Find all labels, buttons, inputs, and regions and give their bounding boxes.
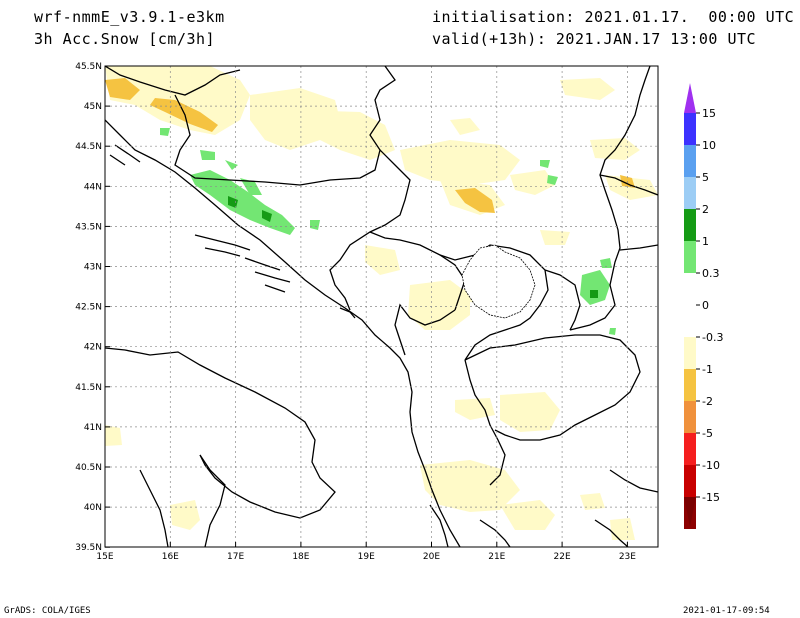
colorbar-segment	[684, 113, 696, 145]
longitude-labels: 15E 16E 17E 18E 19E 20E 21E 22E 23E	[96, 542, 636, 562]
colorbar-label: -10	[702, 459, 720, 472]
colorbar-label: 10	[702, 139, 716, 152]
colorbar-label: 5	[702, 171, 709, 184]
lon-tick-label: 17E	[227, 552, 244, 562]
lat-tick-label: 44N	[84, 182, 102, 192]
colorbar-label: -0.3	[702, 331, 723, 344]
coastlines-borders	[105, 66, 658, 547]
colorbar-top-arrow	[684, 83, 696, 113]
colorbar-segment	[684, 305, 696, 337]
colorbar-segment	[684, 241, 696, 273]
lon-tick-label: 21E	[488, 552, 505, 562]
colorbar-label: 0	[702, 299, 709, 312]
colorbar-segment	[684, 369, 696, 401]
lat-tick-label: 41.5N	[75, 383, 102, 393]
lon-tick-label: 16E	[162, 552, 179, 562]
colorbar-label: 2	[702, 203, 709, 216]
model-name: wrf-nmmE_v3.9.1-e3km	[34, 8, 225, 26]
lon-tick-label: 18E	[292, 552, 309, 562]
grid-lines	[105, 66, 658, 547]
valid-time: valid(+13h): 2021.JAN.17 13:00 UTC	[432, 30, 757, 48]
init-time: initialisation: 2021.01.17. 00:00 UTC	[432, 8, 795, 26]
footer-timestamp: 2021-01-17-09:54	[683, 606, 770, 616]
colorbar-label: -15	[702, 491, 720, 504]
lat-tick-label: 45.5N	[75, 62, 102, 72]
lat-tick-label: 42N	[84, 343, 102, 353]
lon-tick-label: 20E	[423, 552, 440, 562]
region-outline	[461, 244, 536, 319]
colorbar-segment	[684, 209, 696, 241]
colorbar-segment	[684, 145, 696, 177]
lat-tick-label: 43N	[84, 263, 102, 273]
lat-tick-label: 41N	[84, 423, 102, 433]
colorbar: 15 10 5 2 1 0.3 0 -0.3 -1 -2 -5 -10 -15	[684, 83, 723, 529]
colorbar-bottom-arrow	[684, 497, 696, 527]
lat-tick-label: 45N	[84, 102, 102, 112]
colorbar-segment	[684, 401, 696, 433]
field-name: 3h Acc.Snow [cm/3h]	[34, 30, 216, 48]
colorbar-label: -1	[702, 363, 713, 376]
lat-tick-label: 40.5N	[75, 463, 102, 473]
colorbar-segment	[684, 465, 696, 497]
colorbar-label: 15	[702, 107, 716, 120]
lat-tick-label: 39.5N	[75, 543, 102, 553]
lon-tick-label: 23E	[619, 552, 636, 562]
latitude-labels: 45.5N 45N 44.5N 44N 43.5N 43N 42.5N 42N 41.5N 41N…	[75, 62, 110, 553]
lat-tick-label: 43.5N	[75, 222, 102, 232]
lat-tick-label: 40N	[84, 503, 102, 513]
colorbar-label: -5	[702, 427, 713, 440]
lat-tick-label: 42.5N	[75, 303, 102, 313]
colorbar-segment	[684, 273, 696, 305]
lon-tick-label: 22E	[554, 552, 571, 562]
colorbar-segment	[684, 337, 696, 369]
lat-tick-label: 44.5N	[75, 142, 102, 152]
colorbar-label: 1	[702, 235, 709, 248]
colorbar-segment	[684, 433, 696, 465]
colorbar-label: 0.3	[702, 267, 720, 280]
lon-tick-label: 15E	[96, 552, 113, 562]
colorbar-label: -2	[702, 395, 713, 408]
footer-credit: GrADS: COLA/IGES	[4, 606, 91, 616]
lon-tick-label: 19E	[358, 552, 375, 562]
colorbar-segment	[684, 177, 696, 209]
